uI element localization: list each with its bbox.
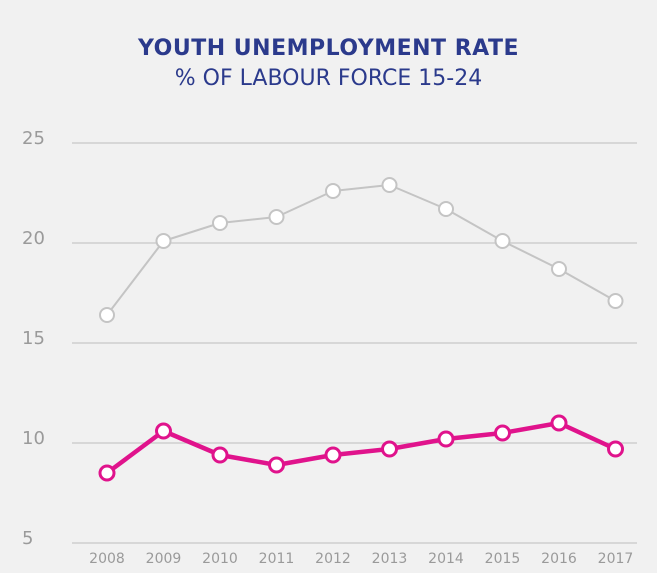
x-tick-label-2008: 2008 [89, 551, 125, 567]
data-point-1-2016 [551, 261, 567, 277]
data-point-1-2011 [268, 209, 285, 225]
series-group [98, 177, 624, 482]
chart-title: YOUTH UNEMPLOYMENT RATE [138, 36, 519, 61]
data-point-2-2016 [550, 414, 568, 432]
series-line-1 [106, 184, 617, 316]
data-point-2-2008 [98, 464, 116, 482]
data-point-1-2017 [607, 293, 624, 309]
data-point-2-2012 [324, 446, 342, 464]
data-point-1-2009 [155, 233, 172, 249]
data-point-2-2015 [494, 424, 511, 442]
y-tick-label-10: 10 [22, 428, 45, 449]
data-point-2-2017 [607, 440, 624, 458]
x-tick-label-2014: 2014 [428, 551, 464, 567]
x-tick-label-2011: 2011 [259, 551, 295, 567]
y-tick-label-25: 25 [22, 128, 45, 149]
data-point-2-2013 [381, 440, 398, 458]
x-axis-ticks: 2008 2009 2010 2011 2012 2013 2014 2015 2016 2017 [89, 551, 633, 567]
data-point-1-2014 [438, 201, 454, 217]
y-axis-ticks: 5 10 15 20 25 [22, 128, 45, 549]
data-point-2-2009 [155, 422, 172, 440]
x-tick-label-2013: 2013 [372, 551, 408, 567]
y-tick-label-20: 20 [22, 228, 45, 249]
x-tick-label-2016: 2016 [541, 551, 577, 567]
gridlines [72, 142, 637, 544]
chart-subtitle: % OF LABOUR FORCE 15-24 [174, 66, 483, 91]
x-tick-label-2015: 2015 [485, 551, 521, 567]
data-point-1-2012 [325, 183, 341, 199]
x-tick-label-2010: 2010 [202, 551, 238, 567]
x-tick-label-2009: 2009 [146, 551, 182, 567]
data-point-2-2014 [437, 430, 455, 448]
data-point-2-2010 [211, 446, 229, 464]
y-tick-label-5: 5 [22, 528, 33, 549]
series-line-2 [104, 420, 618, 476]
data-point-2-2011 [268, 456, 285, 474]
data-point-1-2013 [381, 177, 398, 193]
x-tick-label-2017: 2017 [598, 551, 634, 567]
data-point-1-2015 [494, 233, 511, 249]
y-tick-label-15: 15 [22, 328, 45, 349]
x-tick-label-2012: 2012 [315, 551, 351, 567]
data-point-1-2010 [212, 215, 228, 231]
data-point-1-2008 [99, 307, 115, 323]
